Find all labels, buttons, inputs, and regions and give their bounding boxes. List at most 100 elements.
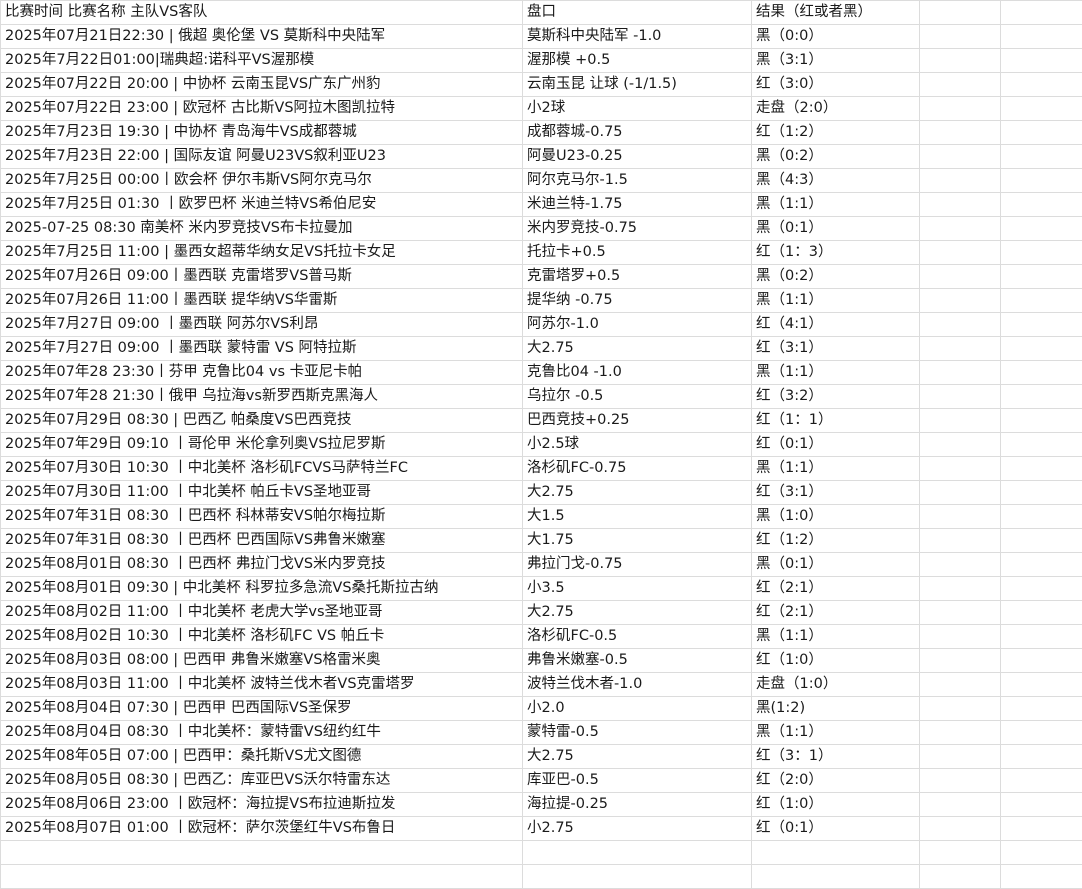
- empty-cell[interactable]: [919, 264, 1001, 289]
- handicap-cell[interactable]: 大1.5: [522, 504, 752, 529]
- header-cell-match[interactable]: 比赛时间 比赛名称 主队VS客队: [0, 0, 523, 25]
- handicap-cell[interactable]: 大2.75: [522, 600, 752, 625]
- empty-cell[interactable]: [1000, 0, 1082, 25]
- result-cell[interactable]: 红（3:0）: [751, 72, 920, 97]
- empty-cell[interactable]: [919, 864, 1001, 889]
- empty-cell[interactable]: [1000, 744, 1082, 769]
- handicap-cell[interactable]: 成都蓉城-0.75: [522, 120, 752, 145]
- empty-cell[interactable]: [919, 648, 1001, 673]
- match-cell[interactable]: 2025年07月29日 08:30 | 巴西乙 帕桑度VS巴西竞技: [0, 408, 523, 433]
- empty-cell[interactable]: [919, 24, 1001, 49]
- handicap-cell[interactable]: 克雷塔罗+0.5: [522, 264, 752, 289]
- empty-cell[interactable]: [1000, 24, 1082, 49]
- handicap-cell[interactable]: 大2.75: [522, 744, 752, 769]
- match-cell[interactable]: 2025年08月06日 23:00 丨欧冠杯：海拉提VS布拉迪斯拉发: [0, 792, 523, 817]
- handicap-cell[interactable]: 托拉卡+0.5: [522, 240, 752, 265]
- empty-cell[interactable]: [751, 840, 920, 865]
- empty-cell[interactable]: [1000, 432, 1082, 457]
- handicap-cell[interactable]: 大1.75: [522, 528, 752, 553]
- empty-cell[interactable]: [1000, 552, 1082, 577]
- empty-cell[interactable]: [919, 72, 1001, 97]
- empty-cell[interactable]: [1000, 480, 1082, 505]
- match-cell[interactable]: 2025年7月25日 00:00丨欧会杯 伊尔韦斯VS阿尔克马尔: [0, 168, 523, 193]
- handicap-cell[interactable]: 克鲁比04 -1.0: [522, 360, 752, 385]
- empty-cell[interactable]: [1000, 168, 1082, 193]
- empty-cell[interactable]: [1000, 648, 1082, 673]
- handicap-cell[interactable]: 云南玉昆 让球 (-1/1.5): [522, 72, 752, 97]
- empty-cell[interactable]: [919, 432, 1001, 457]
- empty-cell[interactable]: [919, 408, 1001, 433]
- empty-cell[interactable]: [919, 336, 1001, 361]
- empty-cell[interactable]: [1000, 720, 1082, 745]
- result-cell[interactable]: 黑（0:1）: [751, 552, 920, 577]
- match-cell[interactable]: 2025年07月30日 11:00 丨中北美杯 帕丘卡VS圣地亚哥: [0, 480, 523, 505]
- empty-cell[interactable]: [1000, 48, 1082, 73]
- handicap-cell[interactable]: 小2.5球: [522, 432, 752, 457]
- match-cell[interactable]: 2025年08月03日 11:00 丨中北美杯 波特兰伐木者VS克雷塔罗: [0, 672, 523, 697]
- match-cell[interactable]: 2025年07月22日 23:00 | 欧冠杯 古比斯VS阿拉木图凯拉特: [0, 96, 523, 121]
- empty-cell[interactable]: [1000, 672, 1082, 697]
- empty-cell[interactable]: [1000, 384, 1082, 409]
- empty-cell[interactable]: [919, 312, 1001, 337]
- handicap-cell[interactable]: 大2.75: [522, 480, 752, 505]
- match-cell[interactable]: 2025年7月27日 09:00 丨墨西联 阿苏尔VS利昂: [0, 312, 523, 337]
- result-cell[interactable]: 红（1:0）: [751, 648, 920, 673]
- result-cell[interactable]: 红（1:2）: [751, 528, 920, 553]
- result-cell[interactable]: 黑（0:0）: [751, 24, 920, 49]
- empty-cell[interactable]: [919, 768, 1001, 793]
- match-cell[interactable]: 2025年7月23日 22:00 | 国际友谊 阿曼U23VS叙利亚U23: [0, 144, 523, 169]
- empty-cell[interactable]: [1000, 96, 1082, 121]
- empty-cell[interactable]: [1000, 504, 1082, 529]
- match-cell[interactable]: 2025年07月30日 10:30 丨中北美杯 洛杉矶FCVS马萨特兰FC: [0, 456, 523, 481]
- result-cell[interactable]: 红（1：1）: [751, 408, 920, 433]
- handicap-cell[interactable]: 弗拉门戈-0.75: [522, 552, 752, 577]
- empty-cell[interactable]: [1000, 336, 1082, 361]
- result-cell[interactable]: 红（1:2）: [751, 120, 920, 145]
- handicap-cell[interactable]: 蒙特雷-0.5: [522, 720, 752, 745]
- handicap-cell[interactable]: 大2.75: [522, 336, 752, 361]
- match-cell[interactable]: 2025年08月01日 08:30 丨巴西杯 弗拉门戈VS米内罗竞技: [0, 552, 523, 577]
- handicap-cell[interactable]: 小2.75: [522, 816, 752, 841]
- match-cell[interactable]: 2025年7月25日 11:00 | 墨西女超蒂华纳女足VS托拉卡女足: [0, 240, 523, 265]
- empty-cell[interactable]: [919, 672, 1001, 697]
- handicap-cell[interactable]: 米内罗竞技-0.75: [522, 216, 752, 241]
- result-cell[interactable]: 走盘（1:0）: [751, 672, 920, 697]
- handicap-cell[interactable]: 弗鲁米嫩塞-0.5: [522, 648, 752, 673]
- handicap-cell[interactable]: 小2.0: [522, 696, 752, 721]
- handicap-cell[interactable]: 巴西竞技+0.25: [522, 408, 752, 433]
- empty-cell[interactable]: [1000, 600, 1082, 625]
- result-cell[interactable]: 黑（1:0）: [751, 504, 920, 529]
- empty-cell[interactable]: [919, 816, 1001, 841]
- empty-cell[interactable]: [919, 144, 1001, 169]
- empty-cell[interactable]: [919, 360, 1001, 385]
- handicap-cell[interactable]: 阿曼U23-0.25: [522, 144, 752, 169]
- empty-cell[interactable]: [1000, 144, 1082, 169]
- match-cell[interactable]: 2025年7月22日01:00|瑞典超:诺科平VS渥那模: [0, 48, 523, 73]
- result-cell[interactable]: 黑（0:2）: [751, 264, 920, 289]
- match-cell[interactable]: 2025年08月04日 08:30 丨中北美杯：蒙特雷VS纽约红牛: [0, 720, 523, 745]
- result-cell[interactable]: 黑（1:1）: [751, 624, 920, 649]
- empty-cell[interactable]: [1000, 528, 1082, 553]
- empty-cell[interactable]: [1000, 360, 1082, 385]
- empty-cell[interactable]: [1000, 768, 1082, 793]
- match-cell[interactable]: 2025年07月26日 11:00丨墨西联 提华纳VS华雷斯: [0, 288, 523, 313]
- match-cell[interactable]: 2025年08月07日 01:00 丨欧冠杯：萨尔茨堡红牛VS布鲁日: [0, 816, 523, 841]
- match-cell[interactable]: 2025年07年29日 09:10 丨哥伦甲 米伦拿列奥VS拉尼罗斯: [0, 432, 523, 457]
- handicap-cell[interactable]: 乌拉尔 -0.5: [522, 384, 752, 409]
- result-cell[interactable]: 红（2:0）: [751, 768, 920, 793]
- match-cell[interactable]: 2025年08月02日 10:30 丨中北美杯 洛杉矶FC VS 帕丘卡: [0, 624, 523, 649]
- empty-cell[interactable]: [919, 840, 1001, 865]
- empty-cell[interactable]: [1000, 456, 1082, 481]
- handicap-cell[interactable]: 洛杉矶FC-0.5: [522, 624, 752, 649]
- empty-cell[interactable]: [919, 552, 1001, 577]
- result-cell[interactable]: 红（0:1）: [751, 432, 920, 457]
- empty-cell[interactable]: [919, 216, 1001, 241]
- result-cell[interactable]: 黑（1:1）: [751, 720, 920, 745]
- empty-cell[interactable]: [919, 168, 1001, 193]
- result-cell[interactable]: 黑（1:1）: [751, 456, 920, 481]
- handicap-cell[interactable]: 提华纳 -0.75: [522, 288, 752, 313]
- empty-cell[interactable]: [1000, 240, 1082, 265]
- result-cell[interactable]: 走盘（2:0）: [751, 96, 920, 121]
- empty-cell[interactable]: [919, 240, 1001, 265]
- match-cell[interactable]: 2025年07月21日22:30 | 俄超 奥伦堡 VS 莫斯科中央陆军: [0, 24, 523, 49]
